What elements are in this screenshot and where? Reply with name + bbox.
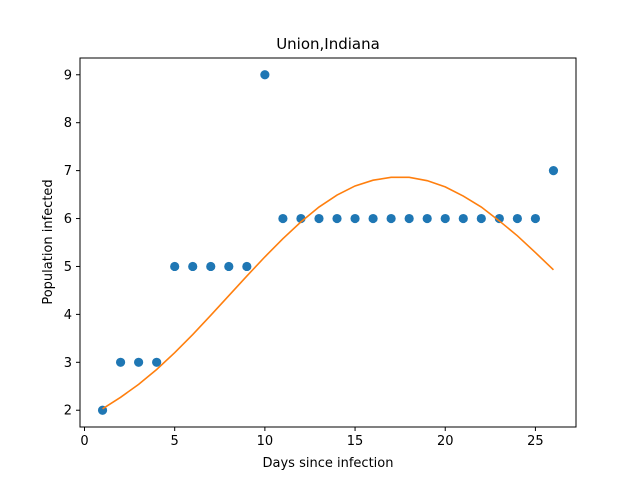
y-tick-label: 3 bbox=[64, 356, 72, 371]
data-point bbox=[404, 213, 414, 224]
y-axis-label: Population infected bbox=[41, 179, 56, 304]
y-tick-label: 6 bbox=[64, 212, 72, 227]
data-point bbox=[530, 213, 541, 224]
fit-line bbox=[102, 176, 555, 410]
data-point bbox=[440, 213, 450, 224]
data-point bbox=[170, 261, 180, 272]
data-point bbox=[224, 261, 234, 272]
data-point bbox=[350, 213, 360, 224]
data-point bbox=[476, 213, 486, 224]
plot-frame bbox=[79, 57, 577, 428]
x-tick-label: 20 bbox=[437, 434, 454, 449]
data-point bbox=[314, 213, 324, 224]
y-tick-label: 4 bbox=[64, 308, 72, 323]
y-tick-label: 2 bbox=[64, 404, 72, 419]
y-tick-label: 8 bbox=[64, 116, 72, 131]
y-tick-label: 5 bbox=[64, 260, 72, 275]
x-axis-label: Days since infection bbox=[263, 456, 394, 471]
x-tick-label: 0 bbox=[80, 434, 88, 449]
x-tick-label: 15 bbox=[347, 434, 364, 449]
x-tick-label: 25 bbox=[527, 434, 544, 449]
data-point bbox=[188, 261, 198, 272]
data-point bbox=[332, 213, 342, 224]
data-point bbox=[494, 213, 504, 224]
data-point bbox=[548, 166, 559, 176]
data-point bbox=[115, 357, 126, 367]
data-point bbox=[152, 357, 162, 367]
y-tick-label: 7 bbox=[64, 164, 72, 179]
y-tick-label: 9 bbox=[64, 68, 72, 83]
data-point bbox=[260, 70, 270, 80]
chart-title: Union,Indiana bbox=[276, 35, 380, 53]
data-point bbox=[206, 261, 216, 272]
data-point bbox=[134, 357, 144, 367]
data-point bbox=[458, 213, 468, 224]
x-tick-label: 10 bbox=[257, 434, 274, 449]
data-point bbox=[278, 213, 288, 224]
data-point bbox=[242, 261, 252, 272]
data-point bbox=[368, 213, 378, 224]
data-point bbox=[422, 213, 432, 224]
data-point bbox=[386, 213, 396, 224]
x-tick-label: 5 bbox=[171, 434, 179, 449]
data-point bbox=[512, 213, 522, 224]
